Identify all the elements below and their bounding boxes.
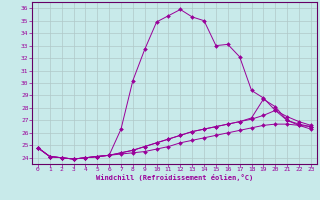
X-axis label: Windchill (Refroidissement éolien,°C): Windchill (Refroidissement éolien,°C) — [96, 174, 253, 181]
